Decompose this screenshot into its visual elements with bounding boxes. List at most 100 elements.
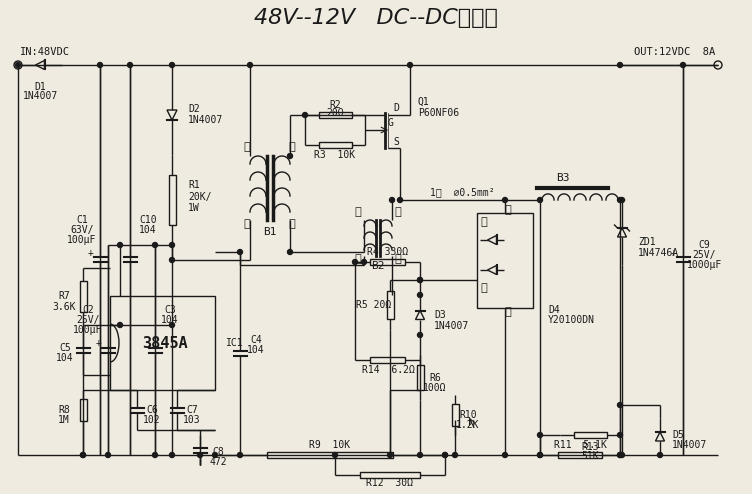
Text: R9  10K: R9 10K xyxy=(309,440,350,450)
Text: R1: R1 xyxy=(188,180,200,190)
Text: ②: ② xyxy=(395,254,402,264)
Bar xyxy=(451,404,459,426)
Text: ③: ③ xyxy=(480,283,487,293)
Text: C7: C7 xyxy=(186,405,198,415)
Text: R12  30Ω: R12 30Ω xyxy=(366,478,414,488)
Text: 51K: 51K xyxy=(581,451,599,461)
Text: D5: D5 xyxy=(672,430,684,440)
Text: 104: 104 xyxy=(161,315,179,325)
Text: C4: C4 xyxy=(250,335,262,345)
Text: R3  10K: R3 10K xyxy=(314,150,356,160)
Text: ④: ④ xyxy=(395,207,402,217)
Circle shape xyxy=(417,278,423,283)
Text: IN:48VDC: IN:48VDC xyxy=(20,47,70,57)
Circle shape xyxy=(169,257,174,262)
Circle shape xyxy=(287,154,293,159)
Text: Q1: Q1 xyxy=(418,97,429,107)
Text: ④: ④ xyxy=(244,219,250,229)
Text: ①: ① xyxy=(289,219,296,229)
Circle shape xyxy=(417,278,423,283)
Circle shape xyxy=(617,453,623,457)
Circle shape xyxy=(80,453,86,457)
Circle shape xyxy=(617,403,623,408)
Circle shape xyxy=(98,63,102,68)
Circle shape xyxy=(362,259,366,264)
Circle shape xyxy=(417,332,423,337)
Circle shape xyxy=(538,198,542,203)
Text: 1N4007: 1N4007 xyxy=(672,440,707,450)
Text: 1000μF: 1000μF xyxy=(687,260,722,270)
Text: D2: D2 xyxy=(188,104,200,114)
Text: 20Ω: 20Ω xyxy=(326,108,344,118)
Text: 3.6K: 3.6K xyxy=(52,302,76,312)
Circle shape xyxy=(390,198,395,203)
Text: P60NF06: P60NF06 xyxy=(418,108,459,118)
Circle shape xyxy=(617,433,623,438)
Text: R8: R8 xyxy=(58,405,70,415)
Text: R5 20Ω: R5 20Ω xyxy=(356,300,392,310)
Circle shape xyxy=(117,243,123,247)
Text: R2: R2 xyxy=(329,100,341,110)
Circle shape xyxy=(287,249,293,254)
Bar xyxy=(319,142,351,148)
Text: S: S xyxy=(393,137,399,147)
Text: B1: B1 xyxy=(263,227,277,237)
Text: 1N4007: 1N4007 xyxy=(434,321,469,331)
Circle shape xyxy=(169,323,174,328)
Text: 104: 104 xyxy=(247,345,265,355)
Circle shape xyxy=(617,198,623,203)
Text: +: + xyxy=(96,337,102,347)
Text: G: G xyxy=(387,118,393,128)
Circle shape xyxy=(153,453,157,457)
Text: C10: C10 xyxy=(139,215,157,225)
Circle shape xyxy=(681,63,686,68)
Bar xyxy=(387,291,393,319)
Text: R14  6.2Ω: R14 6.2Ω xyxy=(362,365,414,375)
Text: 100μF: 100μF xyxy=(73,325,103,335)
Circle shape xyxy=(198,453,202,457)
Text: R6: R6 xyxy=(429,373,441,383)
Circle shape xyxy=(80,453,86,457)
Circle shape xyxy=(353,259,357,264)
Text: 102: 102 xyxy=(143,415,161,425)
Bar xyxy=(370,259,405,265)
Text: R7: R7 xyxy=(58,291,70,301)
Circle shape xyxy=(408,63,413,68)
Circle shape xyxy=(387,453,393,457)
Circle shape xyxy=(238,453,242,457)
Text: R4 330Ω: R4 330Ω xyxy=(368,247,408,257)
Circle shape xyxy=(16,63,20,68)
Circle shape xyxy=(538,433,542,438)
Bar xyxy=(558,452,602,458)
Text: ④: ④ xyxy=(505,307,511,317)
Circle shape xyxy=(417,292,423,297)
Text: 1M: 1M xyxy=(58,415,70,425)
Text: 1N4007: 1N4007 xyxy=(188,115,223,125)
Text: R13: R13 xyxy=(581,442,599,452)
Bar xyxy=(168,175,175,225)
Circle shape xyxy=(617,63,623,68)
Text: +: + xyxy=(88,247,94,257)
Text: ①: ① xyxy=(355,254,362,264)
Text: C8: C8 xyxy=(212,447,224,457)
Circle shape xyxy=(247,63,253,68)
Bar xyxy=(80,399,86,421)
Circle shape xyxy=(502,453,508,457)
Circle shape xyxy=(538,453,542,457)
Text: OUT:12VDC  8A: OUT:12VDC 8A xyxy=(634,47,715,57)
Circle shape xyxy=(302,113,308,118)
Text: IC1: IC1 xyxy=(226,338,244,348)
Circle shape xyxy=(657,453,663,457)
Text: 63V/: 63V/ xyxy=(70,225,94,235)
Text: D3: D3 xyxy=(434,310,446,320)
Text: R11  5.1K: R11 5.1K xyxy=(553,440,606,450)
Circle shape xyxy=(117,323,123,328)
Circle shape xyxy=(442,453,447,457)
Circle shape xyxy=(538,453,542,457)
Text: R10: R10 xyxy=(459,410,477,420)
Text: C1: C1 xyxy=(76,215,88,225)
Text: C6: C6 xyxy=(146,405,158,415)
Text: ①: ① xyxy=(505,205,511,215)
Bar xyxy=(359,472,420,478)
Circle shape xyxy=(332,453,338,457)
